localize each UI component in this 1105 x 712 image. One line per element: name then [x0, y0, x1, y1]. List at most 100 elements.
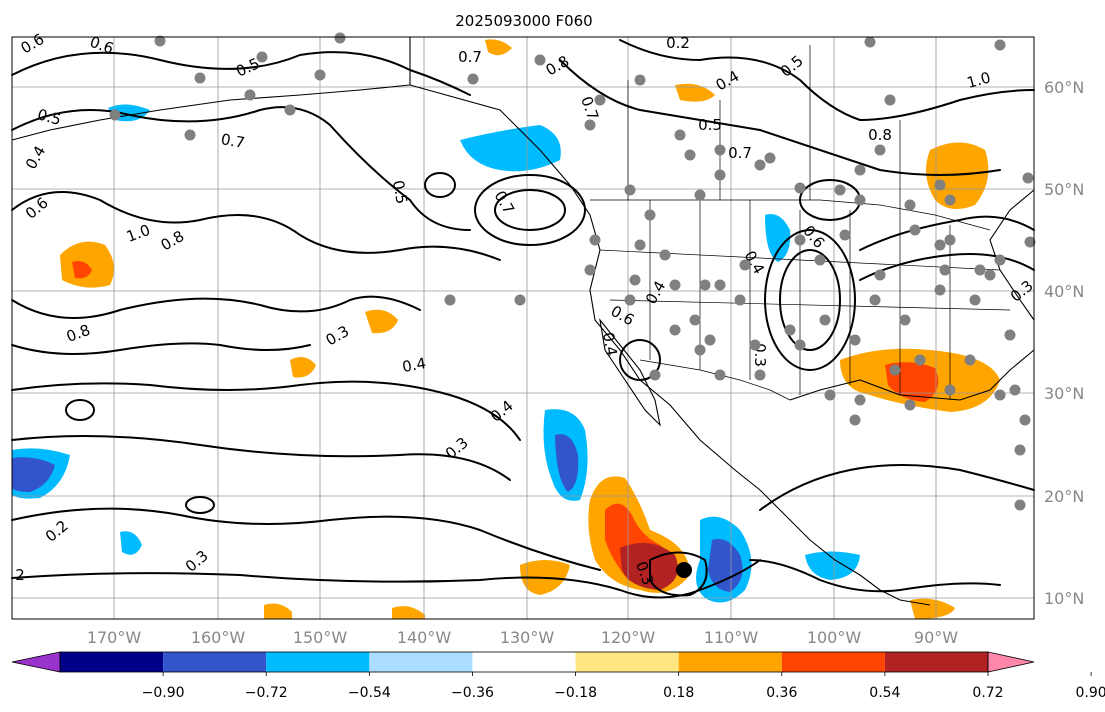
- colorbar-segment: [884, 652, 988, 672]
- coastline-baja: [599, 318, 661, 427]
- station-dot: [244, 89, 256, 101]
- contour-line-5: [11, 342, 311, 355]
- contour-label: 0.7: [728, 144, 752, 162]
- station-dot: [1019, 414, 1031, 426]
- station-dot: [534, 54, 546, 66]
- station-dot: [749, 339, 761, 351]
- shade-blue-pacific: [708, 539, 743, 592]
- colorbar-segment: [472, 652, 576, 672]
- shade-orange-northeast: [926, 142, 989, 209]
- colorbar-extend-high: [987, 651, 1035, 673]
- colorbar-segment: [163, 652, 267, 672]
- station-dot: [794, 234, 806, 246]
- contour-label: 0.7: [220, 130, 247, 152]
- station-dot: [694, 344, 706, 356]
- station-dot: [794, 182, 806, 194]
- station-dot: [734, 294, 746, 306]
- shade-orange-north: [485, 39, 512, 56]
- colorbar-extend-low: [11, 651, 61, 673]
- shade-cyan-northpacific: [460, 125, 561, 172]
- contour-line-8: [11, 507, 601, 571]
- station-dot: [644, 209, 656, 221]
- station-dot: [714, 144, 726, 156]
- colorbar-segment: [575, 652, 679, 672]
- station-dot: [939, 264, 951, 276]
- map-panel: 0.6 0.60.50.50.40.60.71.0 0.80.80.5 0.70.70…: [11, 30, 1037, 620]
- contour-low-baja: [619, 339, 661, 381]
- contour-label: 0.8: [868, 126, 892, 144]
- contour-line-1: [11, 51, 471, 96]
- contour-ring-small-1: [65, 399, 95, 421]
- station-dot: [854, 194, 866, 206]
- contour-label: 1.0: [965, 68, 993, 92]
- station-dot: [334, 32, 346, 44]
- contour-line-2: [11, 106, 471, 231]
- colorbar-tick-label: 0.36: [766, 685, 797, 701]
- station-dot: [934, 284, 946, 296]
- border-us-canada: [590, 199, 991, 231]
- colorbar-tick-label: 0.90: [1076, 685, 1105, 701]
- station-dot: [984, 269, 996, 281]
- station-dot: [689, 314, 701, 326]
- station-dot: [824, 389, 836, 401]
- colorbar-tick-label: 0.54: [869, 685, 900, 701]
- contour-line-6: [11, 380, 521, 441]
- lat-label: 40°N: [1044, 282, 1084, 301]
- station-dot: [684, 149, 696, 161]
- station-dot: [944, 234, 956, 246]
- station-dot: [314, 69, 326, 81]
- station-dot: [109, 109, 121, 121]
- contour-line-east: [859, 215, 1035, 251]
- station-dot: [839, 229, 851, 241]
- colorbar-segment: [369, 652, 473, 672]
- contour-trough-rockies: [779, 249, 841, 351]
- station-dot: [909, 224, 921, 236]
- station-dot: [864, 36, 876, 48]
- contour-line-3: [11, 191, 501, 261]
- contour-label: 0.5: [698, 116, 722, 134]
- contour-label: 0.2: [666, 34, 690, 52]
- contour-line-east-2: [859, 253, 1035, 281]
- station-dot: [914, 354, 926, 366]
- station-dot: [1004, 329, 1016, 341]
- lon-label: 140°W: [397, 628, 452, 647]
- coastlines: [11, 37, 1035, 606]
- station-dot: [714, 369, 726, 381]
- station-dot: [634, 239, 646, 251]
- station-dot: [764, 152, 776, 164]
- station-dot: [714, 169, 726, 181]
- contour-line-4: [11, 295, 421, 319]
- contour-label: 0.5: [35, 105, 63, 129]
- shade-cyan-rockies: [765, 214, 791, 262]
- map-frame: [11, 36, 1035, 620]
- contour-line-caribbean: [759, 464, 1035, 511]
- station-dot: [1022, 172, 1034, 184]
- station-dot: [794, 339, 806, 351]
- station-dot: [659, 249, 671, 261]
- station-dot: [994, 254, 1006, 266]
- station-dot: [854, 394, 866, 406]
- lat-label: 50°N: [1044, 180, 1084, 199]
- station-dot: [1014, 499, 1026, 511]
- station-dot: [669, 324, 681, 336]
- station-dot: [284, 104, 296, 116]
- station-dot: [589, 234, 601, 246]
- contour-trough-rockies-outer: [764, 229, 856, 371]
- shade-orange-canada: [675, 83, 715, 102]
- station-dot: [699, 279, 711, 291]
- colorbar-tick-label: −0.54: [348, 685, 391, 701]
- lon-label: 120°W: [601, 628, 656, 647]
- station-dot: [974, 264, 986, 276]
- colorbar-tick-label: 0.18: [663, 685, 694, 701]
- station-dot: [994, 39, 1006, 51]
- station-dot: [184, 129, 196, 141]
- station-dot: [904, 399, 916, 411]
- station-dot: [849, 414, 861, 426]
- station-dot: [934, 179, 946, 191]
- station-dot: [739, 259, 751, 271]
- station-dot: [754, 159, 766, 171]
- lat-label: 20°N: [1044, 487, 1084, 506]
- station-dot: [634, 74, 646, 86]
- coastline-gulf: [789, 349, 1035, 401]
- station-dot: [814, 254, 826, 266]
